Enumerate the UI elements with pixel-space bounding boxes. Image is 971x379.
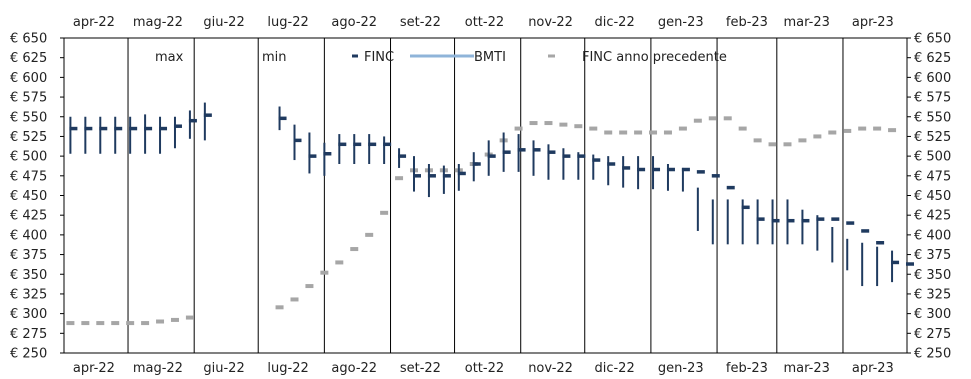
month-label-top: mag-22: [133, 15, 183, 30]
y-tick-label-left: € 275: [10, 327, 47, 342]
y-tick-label-left: € 575: [10, 91, 47, 106]
gridlines: [127, 38, 844, 353]
month-label-top: ago-22: [331, 15, 377, 30]
month-label-top: set-22: [400, 15, 441, 30]
month-label-bottom: feb-23: [726, 361, 768, 376]
y-tick-label-right: € 325: [914, 287, 951, 302]
y-tick-label-right: € 475: [914, 169, 951, 184]
month-label-bottom: mar-23: [783, 361, 829, 376]
month-label-top: ott-22: [465, 15, 504, 30]
legend: max min FINC BMTI FINC anno precedente: [155, 50, 727, 65]
y-tick-label-right: € 250: [914, 347, 951, 362]
y-tick-label-left: € 500: [10, 150, 47, 165]
month-label-bottom: set-22: [400, 361, 441, 376]
month-label-bottom: lug-22: [267, 361, 308, 376]
y-tick-label-left: € 425: [10, 209, 47, 224]
month-label-bottom: ott-22: [465, 361, 504, 376]
y-tick-label-left: € 350: [10, 268, 47, 283]
month-label-bottom: giu-22: [203, 361, 244, 376]
month-label-bottom: apr-23: [852, 361, 894, 376]
y-tick-label-left: € 375: [10, 248, 47, 263]
y-tick-label-left: € 475: [10, 169, 47, 184]
month-label-top: feb-23: [726, 15, 768, 30]
legend-label: BMTI: [474, 50, 506, 65]
legend-label: FINC: [364, 50, 394, 65]
y-tick-label-right: € 300: [914, 307, 951, 322]
y-tick-label-right: € 650: [914, 32, 951, 47]
y-tick-label-left: € 250: [10, 347, 47, 362]
month-label-top: lug-22: [267, 15, 308, 30]
month-label-bottom: nov-22: [528, 361, 573, 376]
y-tick-label-right: € 525: [914, 130, 951, 145]
axes: apr-22 apr-22 mag-22 mag-22 giu-22 giu-22 lug-…: [10, 15, 951, 376]
y-tick-label-right: € 350: [914, 268, 951, 283]
y-tick-label-right: € 425: [914, 209, 951, 224]
series: [66, 102, 914, 326]
plot-frame: [63, 37, 908, 354]
y-tick-label-right: € 575: [914, 91, 951, 106]
month-label-top: mar-23: [783, 15, 829, 30]
y-tick-label-left: € 400: [10, 228, 47, 243]
month-label-bottom: dic-22: [594, 361, 634, 376]
legend-label: FINC anno precedente: [582, 50, 727, 65]
y-tick-label-right: € 275: [914, 327, 951, 342]
month-label-bottom: gen-23: [658, 361, 704, 376]
y-tick-label-left: € 600: [10, 71, 47, 86]
month-label-bottom: mag-22: [133, 361, 183, 376]
y-tick-label-right: € 400: [914, 228, 951, 243]
y-tick-label-right: € 500: [914, 150, 951, 165]
month-label-bottom: ago-22: [331, 361, 377, 376]
month-label-top: dic-22: [594, 15, 634, 30]
month-label-top: nov-22: [528, 15, 573, 30]
y-tick-label-left: € 525: [10, 130, 47, 145]
y-tick-label-right: € 550: [914, 110, 951, 125]
month-label-bottom: apr-22: [73, 361, 115, 376]
y-tick-label-right: € 625: [914, 51, 951, 66]
y-tick-label-right: € 450: [914, 189, 951, 204]
month-label-top: gen-23: [658, 15, 704, 30]
legend-label: max: [155, 50, 184, 65]
y-tick-label-left: € 550: [10, 110, 47, 125]
y-tick-label-right: € 375: [914, 248, 951, 263]
month-label-top: apr-22: [73, 15, 115, 30]
y-tick-label-left: € 450: [10, 189, 47, 204]
month-label-top: apr-23: [852, 15, 894, 30]
y-tick-label-right: € 600: [914, 71, 951, 86]
y-tick-label-left: € 625: [10, 51, 47, 66]
y-tick-label-left: € 325: [10, 287, 47, 302]
month-label-top: giu-22: [203, 15, 244, 30]
y-tick-label-left: € 650: [10, 32, 47, 47]
y-tick-label-left: € 300: [10, 307, 47, 322]
legend-label: min: [262, 50, 287, 65]
